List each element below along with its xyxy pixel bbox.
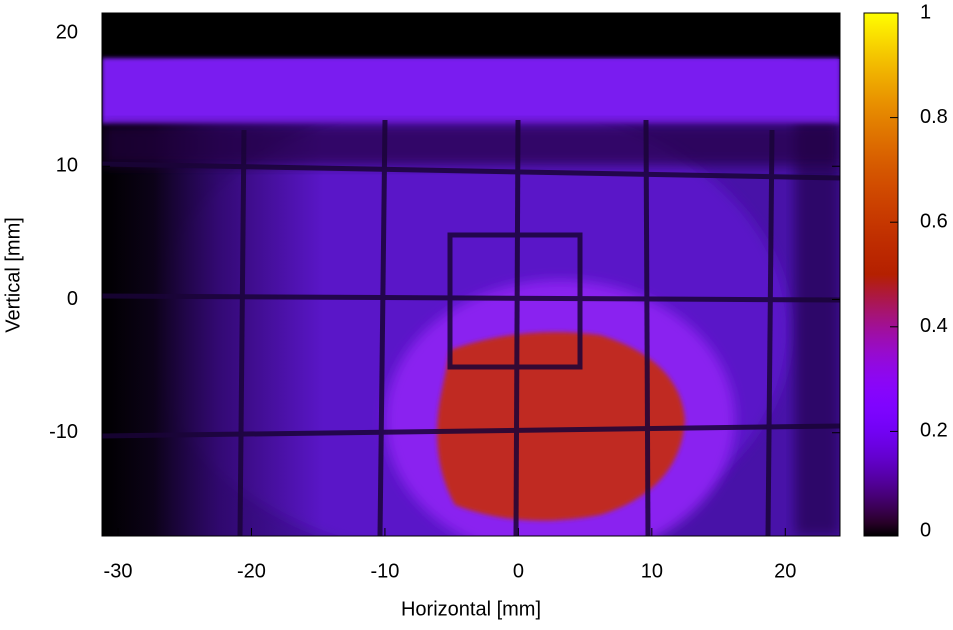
y-axis-label: Vertical [mm] — [2, 217, 24, 333]
colorbar — [863, 12, 899, 537]
x-tick-label: 20 — [774, 560, 796, 582]
x-axis-label: Horizontal [mm] — [401, 598, 541, 620]
colorbar-tick-label: 0 — [920, 519, 931, 541]
y-tick-label: -10 — [49, 421, 78, 443]
colorbar-tick-label: 0.8 — [920, 106, 948, 128]
plot-frame — [101, 12, 841, 537]
x-tick-label: -30 — [104, 560, 133, 582]
y-tick-label: 10 — [56, 155, 78, 177]
y-tick-label: 20 — [56, 21, 78, 43]
colorbar-tick-label: 0.6 — [920, 210, 948, 232]
x-tick-label: -10 — [370, 560, 399, 582]
colorbar-tick-label: 0.4 — [920, 315, 948, 337]
x-tick-label: 10 — [641, 560, 663, 582]
heatmap-image — [102, 13, 840, 536]
x-tick-label: 0 — [513, 560, 524, 582]
x-tick-label: -20 — [237, 560, 266, 582]
colorbar-tick-label: 1 — [920, 1, 931, 23]
y-tick-label: 0 — [67, 288, 78, 310]
colorbar-tick-label: 0.2 — [920, 420, 948, 442]
